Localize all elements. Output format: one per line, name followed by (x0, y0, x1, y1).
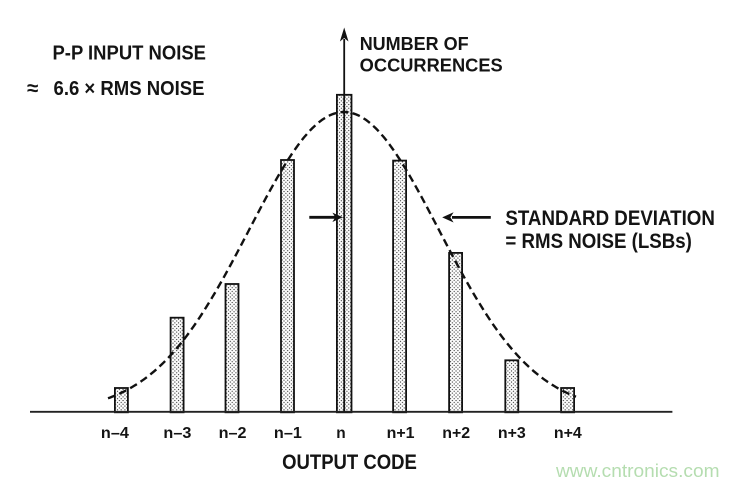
svg-text:≈: ≈ (27, 77, 38, 100)
svg-text:OCCURRENCES: OCCURRENCES (360, 56, 503, 76)
svg-text:n+1: n+1 (387, 425, 415, 442)
svg-text:n–4: n–4 (101, 425, 129, 442)
svg-text:www.cntronics.com: www.cntronics.com (555, 461, 720, 481)
svg-text:NUMBER OF: NUMBER OF (360, 34, 469, 54)
svg-text:= RMS NOISE (LSBs): = RMS NOISE (LSBs) (505, 230, 692, 253)
svg-text:n–3: n–3 (163, 425, 191, 442)
svg-text:n–2: n–2 (219, 425, 247, 442)
svg-text:P-P INPUT NOISE: P-P INPUT NOISE (53, 42, 207, 65)
svg-text:6.6 × RMS NOISE: 6.6 × RMS NOISE (54, 77, 205, 100)
svg-text:n+4: n+4 (554, 425, 582, 442)
svg-text:n+3: n+3 (498, 425, 526, 442)
svg-text:n: n (336, 425, 345, 442)
svg-text:OUTPUT CODE: OUTPUT CODE (282, 451, 417, 474)
svg-text:n+2: n+2 (442, 425, 470, 442)
svg-text:n–1: n–1 (274, 425, 302, 442)
svg-text:STANDARD DEVIATION: STANDARD DEVIATION (505, 207, 715, 230)
